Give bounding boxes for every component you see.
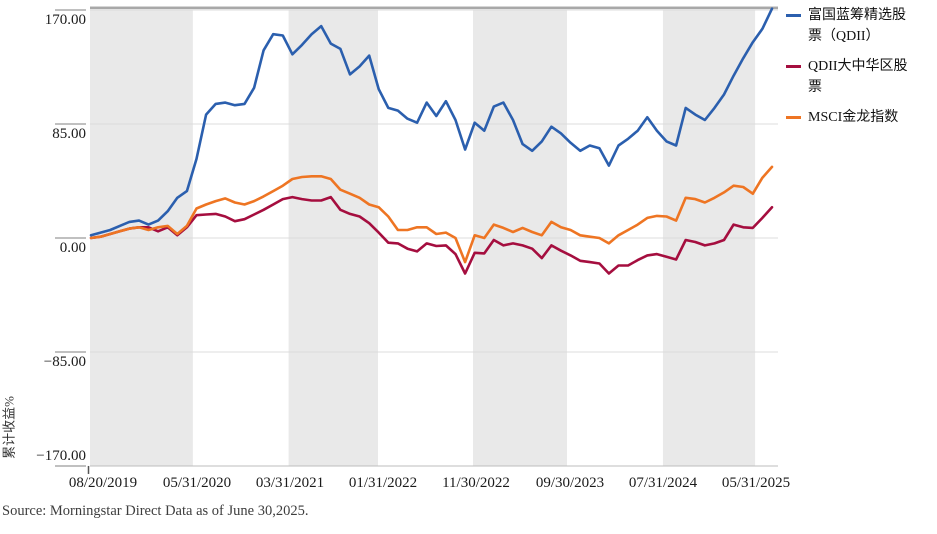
x-tick-label: 05/31/2020 xyxy=(162,475,232,491)
x-tick-label: 01/31/2022 xyxy=(348,475,418,491)
x-tick-label: 05/31/2025 xyxy=(721,475,791,491)
legend-label: 富国蓝筹精选股票（QDII） xyxy=(808,8,906,44)
chart-legend: 富国蓝筹精选股票（QDII） QDII大中华区股票 MSCI金龙指数 xyxy=(786,5,936,137)
legend-label: QDII大中华区股票 xyxy=(808,59,908,95)
x-tick-label: 08/20/2019 xyxy=(68,475,138,491)
legend-entry-fund: 富国蓝筹精选股票（QDII） xyxy=(786,5,936,47)
source-note: Source: Morningstar Direct Data as of Ju… xyxy=(2,503,309,519)
orange-line-swatch-icon xyxy=(786,116,801,119)
blue-line-swatch-icon xyxy=(786,14,801,17)
x-tick-label: 07/31/2024 xyxy=(628,475,698,491)
x-tick-label: 11/30/2022 xyxy=(442,475,510,491)
legend-entry-index: MSCI金龙指数 xyxy=(786,107,936,128)
y-tick-label: −85.00 xyxy=(43,354,86,370)
y-tick-label: −170.00 xyxy=(36,448,86,464)
legend-entry-category: QDII大中华区股票 xyxy=(786,56,936,98)
y-tick-label: 85.00 xyxy=(52,126,86,142)
red-line-swatch-icon xyxy=(786,65,801,68)
y-axis-title: 累计收益% xyxy=(1,396,17,459)
x-tick-label: 03/31/2021 xyxy=(255,475,325,491)
legend-label: MSCI金龙指数 xyxy=(808,110,899,125)
x-tick-label: 09/30/2023 xyxy=(535,475,605,491)
y-tick-label: 170.00 xyxy=(44,12,86,28)
y-tick-label: 0.00 xyxy=(59,240,86,256)
